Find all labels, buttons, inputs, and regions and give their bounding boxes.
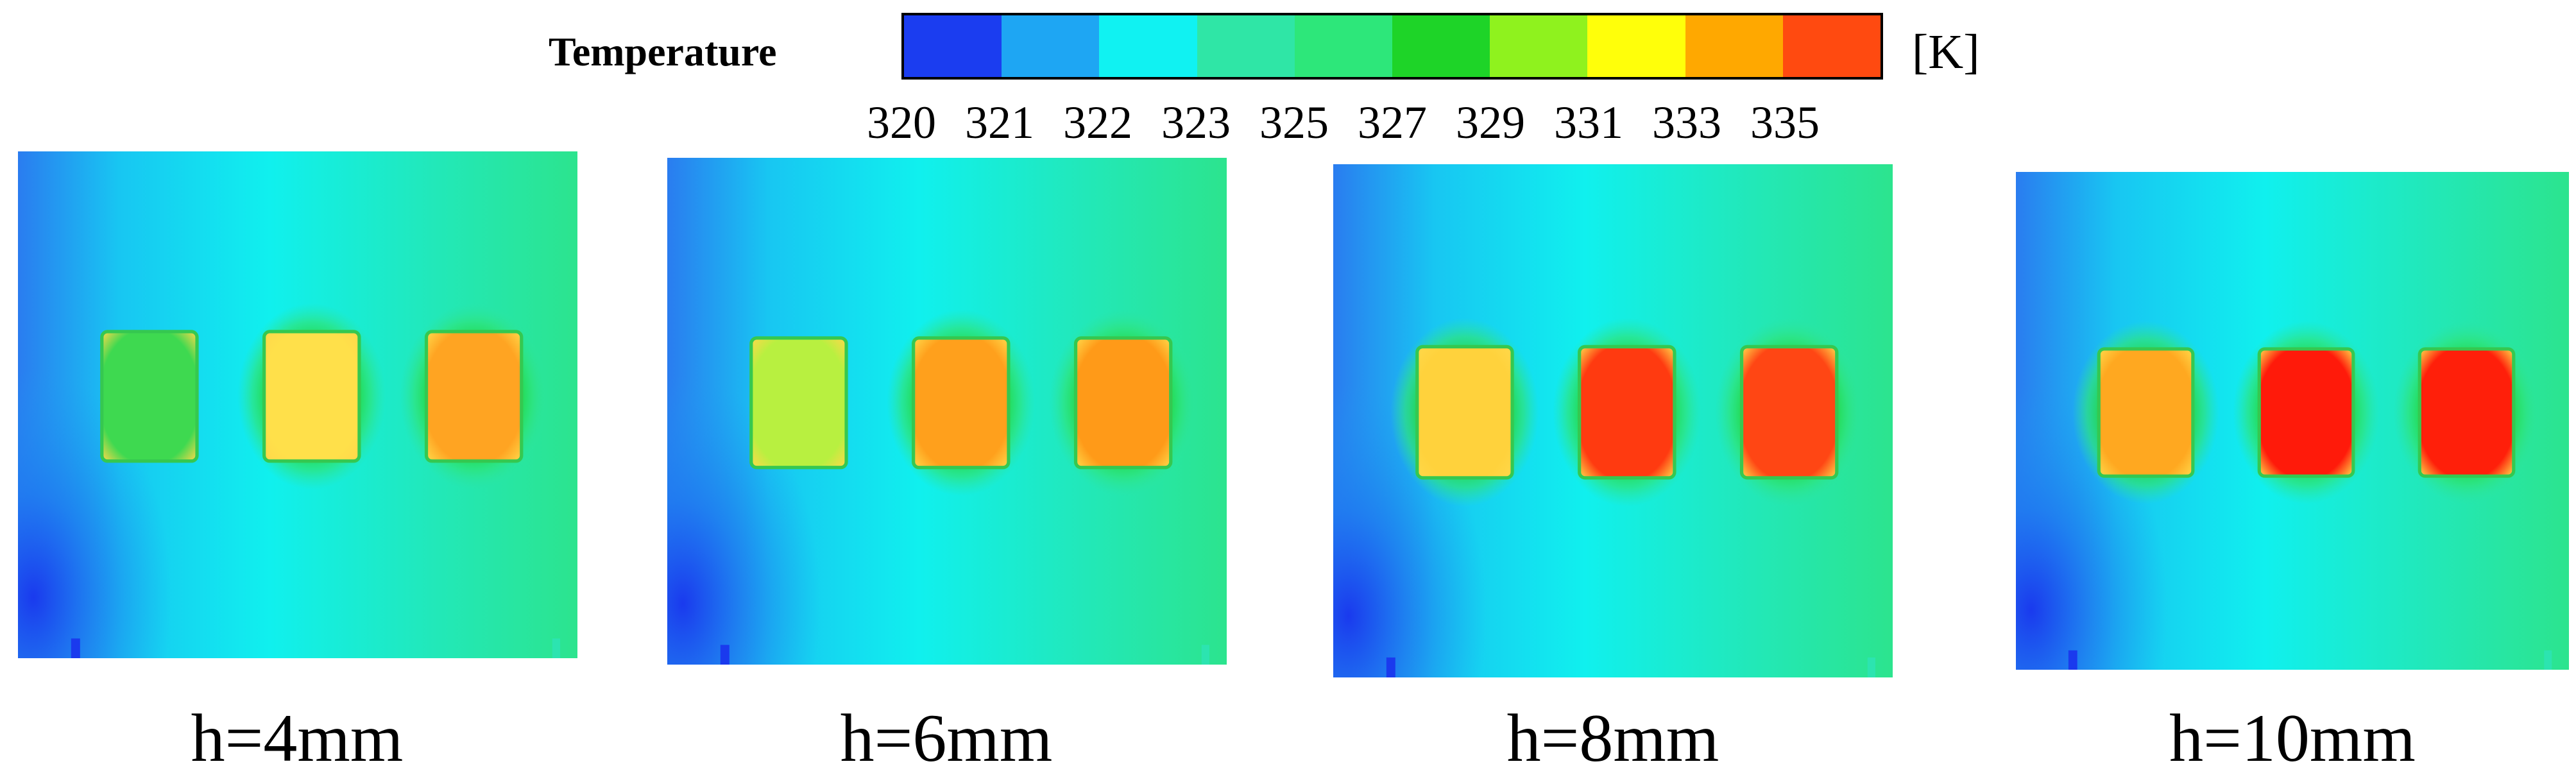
- heat-source-chip: [424, 330, 524, 463]
- heat-source-chip: [912, 336, 1011, 470]
- legend-title: Temperature: [549, 29, 777, 74]
- heat-source-chip: [1578, 344, 1676, 480]
- contour-panel-h10: [2016, 172, 2569, 670]
- heat-source-chip: [749, 336, 848, 470]
- legend-cell: [1490, 15, 1588, 77]
- legend-tick-label: 323: [1161, 97, 1231, 148]
- legend-tick-label: 322: [1063, 97, 1132, 148]
- contour-panel-h8: [1333, 164, 1893, 677]
- legend-cell: [1294, 15, 1393, 77]
- legend-tick-label: 335: [1750, 97, 1820, 148]
- inlet-marker: [720, 645, 729, 665]
- legend-cell: [1392, 15, 1490, 77]
- legend-tick-label: 327: [1358, 97, 1427, 148]
- heat-source-chip: [2418, 347, 2516, 478]
- heat-source-chip: [2257, 347, 2355, 478]
- panel-caption: h=10mm: [2169, 701, 2416, 776]
- outlet-marker: [1867, 657, 1875, 677]
- legend-tick-label: 331: [1554, 97, 1623, 148]
- legend-cell: [1685, 15, 1783, 77]
- inlet-marker: [71, 638, 80, 658]
- contour-panel-h6: [667, 158, 1227, 665]
- legend-cell: [1197, 15, 1295, 77]
- heat-source-chip: [1739, 344, 1839, 480]
- outlet-marker: [1201, 645, 1209, 665]
- legend-tick-label: 320: [867, 97, 936, 148]
- temperature-colorbar: Temperature [K] 320 321 322 323 325 327 …: [0, 0, 2576, 167]
- panel-caption: h=6mm: [840, 701, 1053, 776]
- outlet-marker: [552, 638, 560, 658]
- legend-cell: [1587, 15, 1685, 77]
- contour-panel-h4: [18, 151, 577, 658]
- legend-cell: [904, 15, 1002, 77]
- inlet-marker: [1386, 657, 1395, 677]
- legend-color-bar: [901, 13, 1883, 80]
- legend-tick-label: 329: [1456, 97, 1525, 148]
- legend-tick-label: 321: [965, 97, 1034, 148]
- heat-source-chip: [100, 330, 199, 463]
- temperature-field: [2016, 172, 2569, 670]
- panel-caption: h=4mm: [191, 701, 404, 776]
- temperature-field: [667, 158, 1227, 665]
- outlet-marker: [2544, 650, 2552, 670]
- panel-caption: h=8mm: [1506, 701, 1719, 776]
- temperature-field: [18, 151, 577, 658]
- inlet-marker: [2068, 650, 2077, 670]
- heat-source-chip: [262, 330, 361, 463]
- legend-cell: [1002, 15, 1100, 77]
- temperature-field: [1333, 164, 1893, 677]
- heat-source-chip: [2097, 347, 2195, 478]
- legend-cell: [1782, 15, 1881, 77]
- heat-source-chip: [1415, 344, 1514, 480]
- legend-tick-label: 325: [1259, 97, 1329, 148]
- legend-tick-label: 333: [1652, 97, 1721, 148]
- legend-unit: [K]: [1912, 25, 1980, 79]
- legend-cell: [1099, 15, 1197, 77]
- heat-source-chip: [1073, 336, 1173, 470]
